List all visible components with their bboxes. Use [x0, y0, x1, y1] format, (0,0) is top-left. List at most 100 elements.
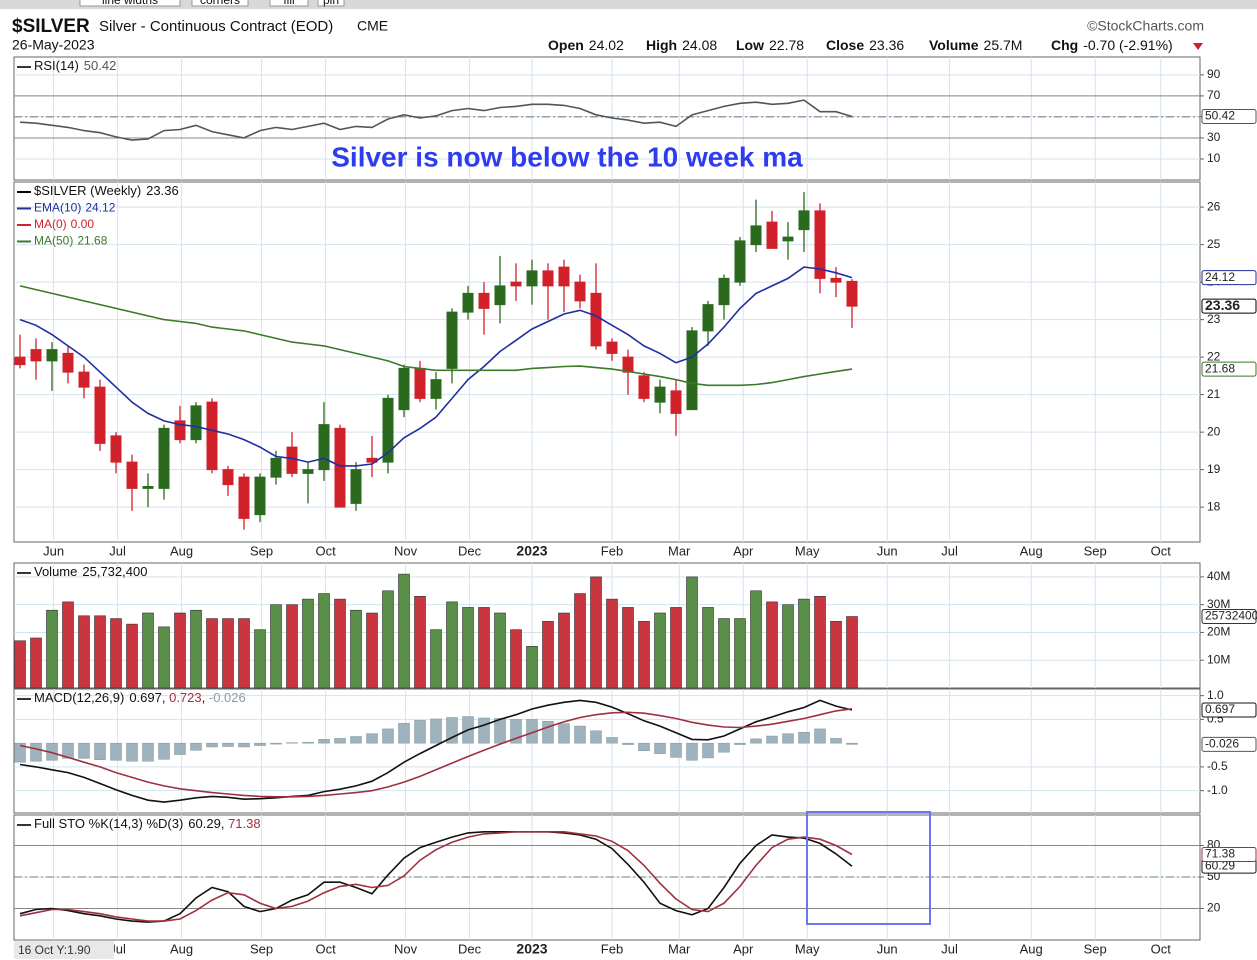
date: 26-May-2023	[12, 37, 95, 53]
candle-body	[46, 349, 58, 362]
candle-body	[414, 367, 426, 399]
legend-value: 50.42	[84, 58, 117, 73]
histogram-bar	[606, 737, 618, 744]
candle-body	[398, 367, 410, 411]
legend-name: Full STO %K(14,3) %D(3)	[34, 816, 183, 831]
y-tick-label: 90	[1207, 67, 1221, 81]
volume-bar	[750, 590, 762, 689]
legend-entry: $SILVER (Weekly) 23.36	[34, 183, 179, 198]
histogram-bar	[302, 741, 314, 744]
volume-bar	[270, 604, 282, 689]
candle-body	[830, 277, 842, 283]
x-tick-label: Nov	[394, 543, 418, 558]
quote-item: Volume 25.7M	[929, 37, 1022, 53]
x-tick-label: Aug	[1020, 941, 1043, 956]
x-tick-label: Aug	[170, 543, 193, 558]
toolbar-label: corners	[200, 0, 240, 7]
x-tick-label: Oct	[1151, 543, 1172, 558]
value-tag	[1201, 736, 1257, 752]
volume-bar	[78, 615, 90, 689]
candle-body	[302, 469, 314, 474]
volume-bar	[702, 607, 714, 689]
candle-body	[574, 281, 586, 302]
legend-value: 71.38	[228, 816, 261, 831]
y-tick-label: 25	[1207, 237, 1221, 251]
volume-bar	[558, 612, 570, 689]
x-tick-label: Mar	[668, 941, 691, 956]
x-tick-label: Sep	[1084, 941, 1107, 956]
histogram-bar	[14, 742, 26, 763]
y-tick-label: 26	[1207, 199, 1221, 213]
legend-entry: Volume 25,732,400	[34, 564, 147, 579]
y-tick-label: 23	[1207, 312, 1221, 326]
volume-bar	[670, 607, 682, 689]
y-tick-label: -0.5	[1207, 759, 1228, 773]
value-tag-label: 25732400	[1205, 609, 1257, 623]
highlight-box	[806, 811, 931, 925]
histogram-bar	[558, 723, 570, 744]
toolbar-button	[191, 0, 249, 7]
series-line	[19, 266, 853, 467]
y-tick-label: 40M	[1207, 569, 1230, 583]
value-tag-label: 24.12	[1205, 270, 1235, 284]
histogram-bar	[622, 742, 634, 745]
volume-bar	[446, 601, 458, 689]
candle-body	[62, 352, 74, 373]
candle-body	[430, 379, 442, 399]
quote-label: Volume	[929, 37, 979, 53]
panel-frame	[13, 181, 1201, 543]
panel-candlestick: 18192021222324252624.1221.6823.36$SILVER…	[13, 181, 1257, 559]
legend-value: 0.697	[129, 690, 162, 705]
x-tick-label: 2023	[516, 941, 547, 957]
candle-body	[334, 427, 346, 508]
panel-bar: 10M 20M 30M 40M 25732400 Volume 25,732,400	[13, 562, 1257, 689]
histogram-bar	[830, 738, 842, 744]
x-tick-label: Oct	[315, 543, 336, 558]
histogram-bar	[126, 742, 138, 762]
legend-name: RSI(14)	[34, 58, 79, 73]
legend-value: 0.00	[71, 217, 95, 231]
candle-body	[174, 420, 186, 441]
histogram-bar	[254, 742, 266, 746]
cursor-readout: 16 Oct Y:1.90	[18, 943, 91, 957]
quote-item: High 24.08	[646, 37, 717, 53]
value-tag	[1201, 108, 1257, 124]
histogram-bar	[430, 718, 442, 744]
series-line	[19, 708, 853, 798]
histogram-bar	[398, 722, 410, 744]
legend-name: MA(0)	[34, 217, 67, 231]
histogram-bar	[366, 733, 378, 744]
x-tick-label: Sep	[1084, 543, 1107, 558]
legend-value: 0.723	[169, 690, 202, 705]
legend-separator: ,	[162, 690, 169, 705]
candle-body	[142, 486, 154, 489]
volume-bar	[158, 626, 170, 689]
volume-bar	[590, 576, 602, 689]
histogram-bar	[238, 742, 250, 748]
toolbar-label: pin	[323, 0, 339, 7]
candle-body	[718, 277, 730, 306]
toolbar-button	[317, 0, 345, 7]
volume-bar	[638, 621, 650, 689]
source: ©StockCharts.com	[1087, 18, 1204, 34]
x-tick-label: Oct	[1151, 941, 1172, 956]
value-tag-label: -0.026	[1205, 737, 1239, 751]
y-tick-label: 18	[1207, 499, 1221, 513]
candle-body	[318, 424, 330, 471]
legend-name: MACD(12,26,9)	[34, 690, 124, 705]
quote-item: Low 22.78	[736, 37, 804, 53]
y-tick-label: 20M	[1207, 625, 1230, 639]
volume-bar	[414, 596, 426, 689]
volume-bar	[798, 598, 810, 689]
legend-value: 23.36	[146, 183, 179, 198]
histogram-bar	[222, 742, 234, 747]
legend-separator: ,	[202, 690, 209, 705]
histogram-bar	[734, 742, 746, 745]
quote-value: 24.02	[589, 37, 624, 53]
volume-bar	[190, 609, 202, 689]
volume-bar	[830, 621, 842, 689]
legend-value: 24.12	[85, 201, 115, 215]
x-tick-label: Sep	[250, 543, 273, 558]
candle-body	[558, 266, 570, 287]
